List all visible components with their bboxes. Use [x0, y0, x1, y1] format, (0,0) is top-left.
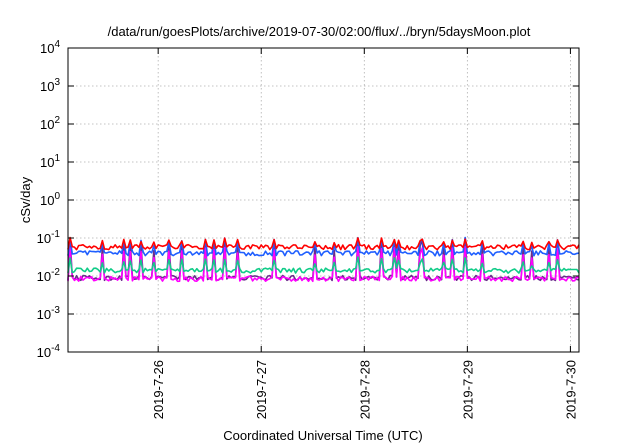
- x-tick-label: 2019-7-30: [563, 360, 578, 419]
- y-tick-base: 10: [37, 269, 51, 284]
- y-tick-base: 10: [40, 117, 54, 132]
- y-tick-label: 100: [40, 191, 60, 208]
- x-tick-label: 2019-7-27: [254, 360, 269, 419]
- y-tick-label: 10-3: [37, 305, 61, 322]
- x-tick-label: 2019-7-29: [460, 360, 475, 419]
- y-tick-exponent: 3: [54, 77, 60, 88]
- y-tick-exponent: 0: [54, 191, 60, 202]
- y-tick-exponent: -4: [51, 343, 60, 354]
- y-tick-exponent: 1: [54, 153, 60, 164]
- y-tick-exponent: 2: [54, 115, 60, 126]
- y-tick-label: 102: [40, 115, 60, 132]
- series-line-purple: [67, 237, 580, 282]
- y-tick-exponent: -1: [51, 229, 60, 240]
- grid-lines: [68, 48, 579, 352]
- y-tick-exponent: -2: [51, 267, 60, 278]
- y-axis-label: cSv/day: [18, 176, 33, 223]
- y-tick-base: 10: [40, 155, 54, 170]
- y-tick-base: 10: [37, 345, 51, 360]
- y-tick-label: 10-1: [37, 229, 61, 246]
- y-tick-label: 104: [40, 39, 60, 56]
- y-tick-label: 10-4: [37, 343, 61, 360]
- x-axis: 2019-7-26 2019-7-27 2019-7-28 2019-7-29 2019…: [151, 48, 578, 419]
- y-tick-label: 103: [40, 77, 60, 94]
- y-tick-exponent: 4: [54, 39, 60, 50]
- y-tick-label: 101: [40, 153, 60, 170]
- x-tick-label: 2019-7-26: [151, 360, 166, 419]
- y-tick-base: 10: [40, 193, 54, 208]
- y-tick-label: 10-2: [37, 267, 61, 284]
- y-tick-base: 10: [40, 79, 54, 94]
- series-line-red: [67, 236, 580, 251]
- series-layer: [67, 236, 580, 283]
- y-tick-base: 10: [37, 231, 51, 246]
- chart-title: /data/run/goesPlots/archive/2019-07-30/0…: [108, 24, 531, 39]
- x-axis-label: Coordinated Universal Time (UTC): [223, 428, 422, 443]
- series-line-blue: [67, 236, 580, 257]
- y-tick-exponent: -3: [51, 305, 60, 316]
- series-line-green: [67, 256, 580, 274]
- y-tick-base: 10: [37, 307, 51, 322]
- y-tick-base: 10: [40, 41, 54, 56]
- x-tick-label: 2019-7-28: [357, 360, 372, 419]
